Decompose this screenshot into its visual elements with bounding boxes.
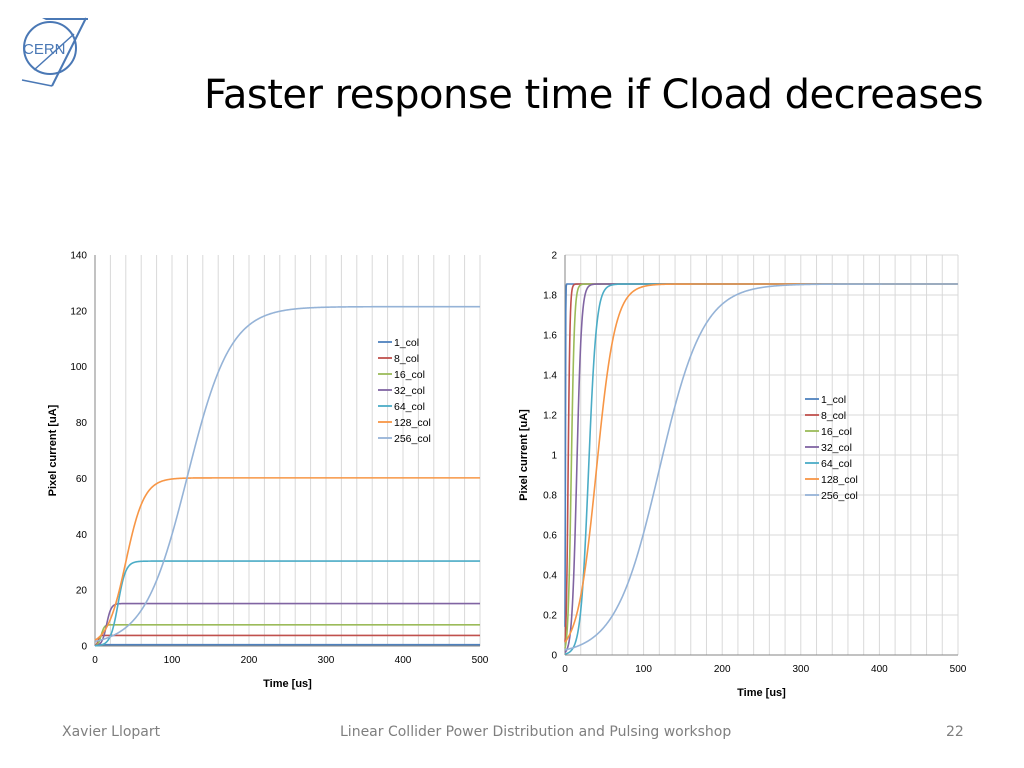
cern-logo: CERN (21, 17, 88, 87)
chart-right: 0 100 200 300 400 500 0 0.2 0.4 0.6 0.8 1 1.2 1.4 1.6 1… (518, 251, 967, 700)
y-tick-label: 0 (81, 642, 87, 653)
legend-label: 1_col (394, 337, 419, 349)
series-line-256_col (94, 305, 480, 643)
legend-label: 256_col (821, 490, 858, 502)
legend-label: 16_col (394, 369, 425, 381)
slide-title: Faster response time if Cload decreases (204, 72, 984, 118)
footer-page-number: 22 (946, 724, 964, 740)
y-tick-label: 40 (76, 530, 88, 541)
cern-logo-text: CERN (23, 41, 66, 58)
y-tick-label: 1.8 (543, 291, 557, 302)
y-tick-label: 80 (76, 418, 88, 429)
legend-label: 32_col (394, 385, 425, 397)
series-line-64_col (94, 560, 480, 647)
footer-author: Xavier Llopart (62, 724, 161, 740)
legend-label: 8_col (394, 353, 419, 365)
legend-label: 128_col (821, 474, 858, 486)
x-tick-label: 0 (562, 664, 568, 675)
x-tick-label: 500 (950, 664, 967, 675)
x-tick-label: 100 (635, 664, 652, 675)
y-tick-label: 1.4 (543, 371, 557, 382)
x-axis-title: Time [us] (263, 678, 312, 690)
y-tick-label: 0.8 (543, 491, 557, 502)
legend-label: 256_col (394, 433, 431, 445)
y-tick-label: 60 (76, 474, 88, 485)
y-tick-label: 100 (70, 362, 87, 373)
x-tick-label: 200 (714, 664, 731, 675)
chart-left: 0 100 200 300 400 500 0 20 40 60 80 100 120 140 Time [… (47, 251, 489, 691)
y-tick-label: 0.2 (543, 611, 557, 622)
y-tick-label: 0.4 (543, 571, 557, 582)
x-tick-label: 400 (871, 664, 888, 675)
series-line-128_col (94, 477, 480, 641)
y-tick-label: 0.6 (543, 531, 557, 542)
x-axis-title: Time [us] (737, 687, 786, 699)
series-line-32_col (564, 283, 958, 654)
y-tick-label: 1.6 (543, 331, 557, 342)
x-tick-label: 300 (792, 664, 809, 675)
x-tick-label: 100 (164, 655, 181, 666)
y-tick-label: 20 (76, 586, 88, 597)
legend-label: 32_col (821, 442, 852, 454)
legend-label: 64_col (394, 401, 425, 413)
legend-label: 16_col (821, 426, 852, 438)
series-line-16_col (94, 623, 480, 647)
y-axis-title: Pixel current [uA] (47, 404, 59, 496)
series-line-256_col (564, 283, 958, 651)
legend-label: 8_col (821, 410, 846, 422)
series-line-128_col (564, 283, 958, 643)
legend-label: 128_col (394, 417, 431, 429)
x-tick-label: 400 (395, 655, 412, 666)
y-tick-label: 0 (551, 651, 557, 662)
x-tick-label: 200 (241, 655, 258, 666)
y-tick-label: 1 (551, 451, 557, 462)
y-axis-title: Pixel current [uA] (518, 409, 530, 501)
series-line-32_col (94, 602, 480, 647)
y-tick-label: 140 (70, 251, 87, 262)
series-line-8_col (564, 283, 958, 643)
series-line-1_col (94, 643, 480, 647)
series-line-8_col (94, 634, 480, 647)
series-line-64_col (564, 283, 958, 655)
y-tick-label: 1.2 (543, 411, 557, 422)
x-tick-label: 0 (92, 655, 98, 666)
y-tick-label: 120 (70, 306, 87, 317)
footer-event: Linear Collider Power Distribution and P… (340, 724, 732, 740)
legend-label: 64_col (821, 458, 852, 470)
y-tick-label: 2 (551, 251, 557, 262)
x-tick-label: 300 (318, 655, 335, 666)
legend-label: 1_col (821, 394, 846, 406)
x-tick-label: 500 (472, 655, 489, 666)
